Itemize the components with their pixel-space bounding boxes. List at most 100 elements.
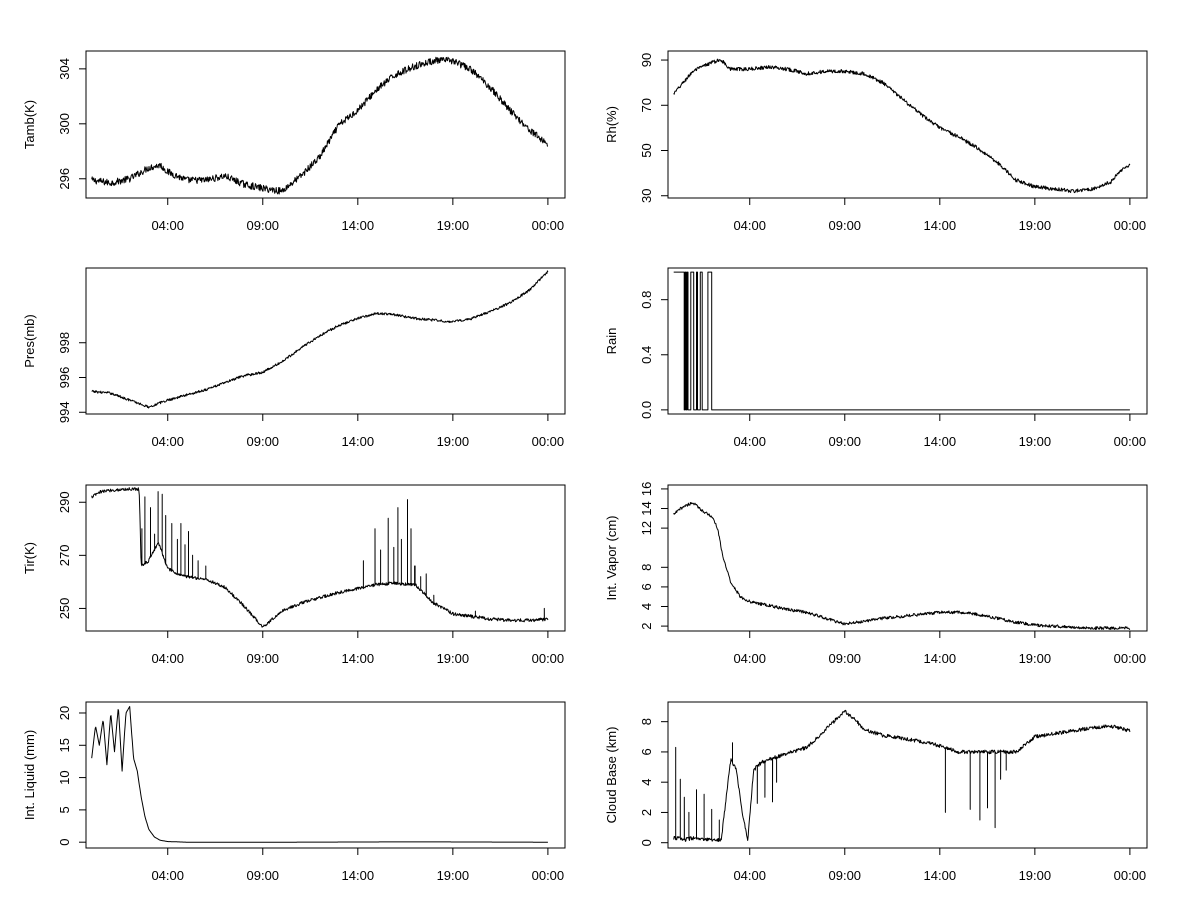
y-axis-label: Tir(K) — [22, 542, 37, 574]
plot-frame — [668, 51, 1147, 198]
x-tick-label: 19:00 — [1019, 868, 1052, 883]
y-tick-label: 20 — [57, 706, 72, 720]
y-tick-label: 15 — [57, 738, 72, 752]
series-line-rh — [674, 59, 1130, 192]
y-tick-label: 12 — [639, 521, 654, 535]
x-tick-label: 00:00 — [532, 218, 565, 233]
y-tick-label: 6 — [639, 748, 654, 755]
panel-tir: 04:00 09:00 14:00 19:00 00:00 250 270 290 Tir(K) — [22, 485, 565, 666]
y-tick-label: 0 — [639, 839, 654, 846]
y-tick-label: 8 — [639, 718, 654, 725]
series-line-rain — [674, 272, 1130, 410]
y-tick-label: 16 — [639, 482, 654, 496]
y-tick-label: 4 — [639, 603, 654, 610]
series-line-tamb — [92, 57, 548, 194]
x-tick-label: 09:00 — [829, 434, 862, 449]
y-tick-label: 10 — [57, 770, 72, 784]
plot-frame — [86, 268, 565, 414]
series-line-liquid — [92, 707, 548, 843]
y-tick-label: 296 — [57, 168, 72, 190]
y-axis-label: Rh(%) — [604, 106, 619, 143]
x-tick-label: 19:00 — [1019, 434, 1052, 449]
x-tick-label: 09:00 — [829, 218, 862, 233]
plot-frame — [86, 51, 565, 198]
plot-frame — [668, 485, 1147, 631]
x-tick-label: 04:00 — [733, 434, 766, 449]
figure-canvas: 04:00 09:00 14:00 19:00 00:00296300304Tamb(K… — [0, 0, 1200, 900]
x-tick-label: 14:00 — [924, 434, 957, 449]
figure: 04:00 09:00 14:00 19:00 00:00 296 300 304 Tamb(K… — [0, 0, 1200, 900]
x-tick-label: 04:00 — [151, 218, 184, 233]
y-axis-label: Pres(mb) — [22, 314, 37, 367]
x-tick-label: 04:00 — [151, 868, 184, 883]
x-tick-label: 00:00 — [532, 868, 565, 883]
y-tick-label: 0.0 — [639, 401, 654, 419]
x-tick-label: 09:00 — [247, 434, 280, 449]
y-tick-label: 994 — [57, 401, 72, 423]
x-tick-label: 14:00 — [924, 868, 957, 883]
x-tick-label: 09:00 — [247, 218, 280, 233]
x-tick-label: 14:00 — [924, 651, 957, 666]
panel-rain: 04:00 09:00 14:00 19:00 00:00 0.0 0.4 0.8 Rain — [604, 268, 1147, 449]
x-tick-label: 09:00 — [247, 868, 280, 883]
y-axis-label: Int. Vapor (cm) — [604, 515, 619, 600]
plot-frame — [668, 268, 1147, 414]
x-tick-label: 19:00 — [437, 651, 470, 666]
plot-frame — [86, 702, 565, 848]
plot-frame — [668, 702, 1147, 848]
y-tick-label: 300 — [57, 113, 72, 135]
y-tick-label: 2 — [639, 809, 654, 816]
y-tick-label: 14 — [639, 501, 654, 515]
x-tick-label: 19:00 — [1019, 218, 1052, 233]
y-tick-label: 70 — [639, 98, 654, 112]
y-axis-label: Tamb(K) — [22, 100, 37, 149]
x-tick-label: 09:00 — [247, 651, 280, 666]
x-tick-label: 04:00 — [733, 218, 766, 233]
x-tick-label: 09:00 — [829, 651, 862, 666]
series-line-cloud — [674, 710, 1130, 841]
y-tick-label: 30 — [639, 189, 654, 203]
panel-liquid: 04:00 09:00 14:00 19:00 00:00 0 5 10 15 20 Int. Li… — [22, 702, 565, 883]
y-tick-label: 998 — [57, 332, 72, 354]
x-tick-label: 09:00 — [829, 868, 862, 883]
y-axis-label: Int. Liquid (mm) — [22, 730, 37, 820]
y-tick-label: 0 — [57, 839, 72, 846]
x-tick-label: 00:00 — [1114, 651, 1147, 666]
y-tick-label: 6 — [639, 583, 654, 590]
y-axis-label: Cloud Base (km) — [604, 727, 619, 824]
x-tick-label: 14:00 — [342, 218, 375, 233]
series-line-pres — [92, 271, 548, 408]
panel-pres: 04:00 09:00 14:00 19:00 00:00 994 996 998 Pres(m… — [22, 268, 565, 449]
x-tick-label: 19:00 — [437, 868, 470, 883]
y-tick-label: 50 — [639, 143, 654, 157]
x-tick-label: 04:00 — [733, 651, 766, 666]
y-tick-label: 996 — [57, 367, 72, 389]
x-tick-label: 14:00 — [924, 218, 957, 233]
y-axis-label: Rain — [604, 328, 619, 355]
y-tick-label: 0.4 — [639, 346, 654, 364]
y-tick-label: 0.8 — [639, 291, 654, 309]
x-tick-label: 00:00 — [1114, 434, 1147, 449]
y-tick-label: 290 — [57, 491, 72, 513]
series-line-tir — [92, 488, 548, 627]
y-tick-label: 5 — [57, 806, 72, 813]
x-tick-label: 04:00 — [151, 434, 184, 449]
panel-rh: 04:00 09:00 14:00 19:00 00:00 30 50 70 90 Rh(%) — [604, 51, 1147, 233]
x-tick-label: 14:00 — [342, 651, 375, 666]
y-tick-label: 2 — [639, 622, 654, 629]
panel-cloud: 04:00 09:00 14:00 19:00 00:00 0 2 4 6 8 Cloud Base… — [604, 702, 1147, 883]
y-tick-label: 250 — [57, 598, 72, 620]
y-tick-label: 4 — [639, 779, 654, 786]
series-line-vapor — [674, 503, 1130, 630]
panel-tamb: 04:00 09:00 14:00 19:00 00:00 296 300 304 Tamb(K… — [22, 51, 565, 233]
y-tick-label: 8 — [639, 564, 654, 571]
x-tick-label: 00:00 — [532, 434, 565, 449]
x-tick-label: 00:00 — [1114, 868, 1147, 883]
x-tick-label: 19:00 — [437, 434, 470, 449]
x-tick-label: 04:00 — [733, 868, 766, 883]
panel-vapor: 04:00 09:00 14:00 19:00 00:00 2 4 6 8 12 14 16 Int. … — [604, 482, 1147, 666]
x-tick-label: 14:00 — [342, 434, 375, 449]
x-tick-label: 04:00 — [151, 651, 184, 666]
y-tick-label: 304 — [57, 58, 72, 80]
x-tick-label: 00:00 — [1114, 218, 1147, 233]
